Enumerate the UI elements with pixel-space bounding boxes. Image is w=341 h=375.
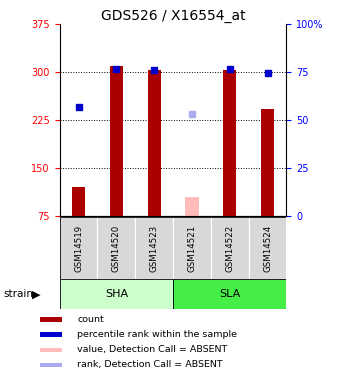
Bar <box>135 217 173 279</box>
Bar <box>211 217 249 279</box>
Text: GSM14523: GSM14523 <box>150 225 159 272</box>
Bar <box>173 279 286 309</box>
Bar <box>173 217 211 279</box>
Text: strain: strain <box>3 290 33 299</box>
Bar <box>110 66 123 216</box>
Text: SHA: SHA <box>105 290 128 299</box>
Text: GSM14519: GSM14519 <box>74 225 83 272</box>
Bar <box>98 217 135 279</box>
Bar <box>40 348 62 352</box>
Text: SLA: SLA <box>219 290 240 299</box>
Text: value, Detection Call = ABSENT: value, Detection Call = ABSENT <box>77 345 228 354</box>
Bar <box>60 279 173 309</box>
Title: GDS526 / X16554_at: GDS526 / X16554_at <box>101 9 246 23</box>
Text: GSM14520: GSM14520 <box>112 225 121 272</box>
Bar <box>186 196 198 216</box>
Bar <box>40 363 62 367</box>
Bar <box>60 217 98 279</box>
Text: percentile rank within the sample: percentile rank within the sample <box>77 330 237 339</box>
Text: rank, Detection Call = ABSENT: rank, Detection Call = ABSENT <box>77 360 223 369</box>
Bar <box>40 317 62 322</box>
Text: GSM14521: GSM14521 <box>188 225 196 272</box>
Text: GSM14524: GSM14524 <box>263 225 272 272</box>
Bar <box>249 217 286 279</box>
Bar <box>148 70 161 216</box>
Bar <box>40 333 62 337</box>
Bar <box>223 70 236 216</box>
Text: ▶: ▶ <box>32 290 41 299</box>
Text: GSM14522: GSM14522 <box>225 225 234 272</box>
Text: count: count <box>77 315 104 324</box>
Bar <box>261 108 274 216</box>
Bar <box>72 187 85 216</box>
